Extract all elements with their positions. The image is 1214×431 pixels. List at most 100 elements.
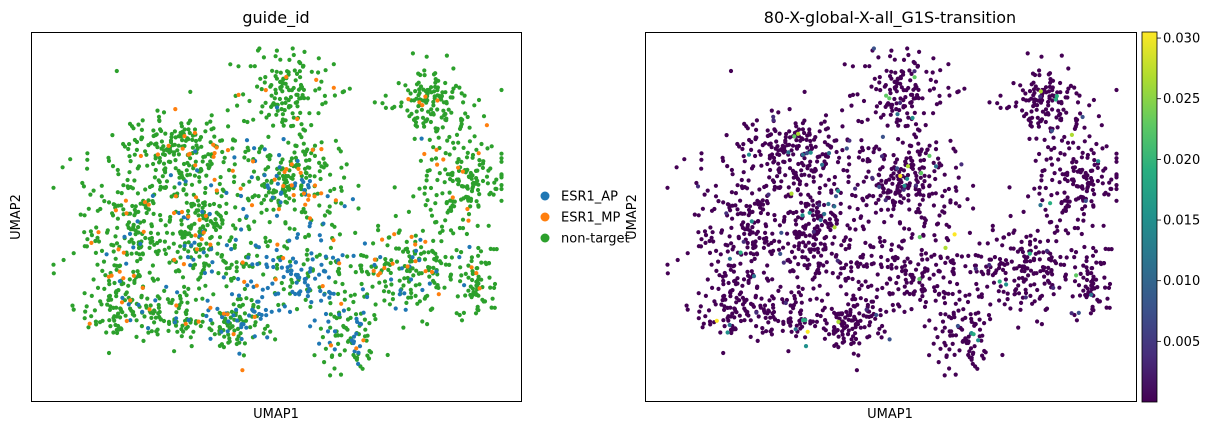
data-point bbox=[244, 138, 250, 143]
data-point bbox=[259, 110, 264, 115]
data-point bbox=[923, 123, 928, 128]
data-point bbox=[844, 262, 849, 267]
data-point bbox=[1026, 98, 1031, 103]
data-point bbox=[485, 146, 490, 151]
data-point bbox=[328, 325, 333, 330]
data-point bbox=[289, 268, 294, 273]
data-point bbox=[760, 198, 765, 203]
data-point bbox=[767, 298, 772, 303]
data-point bbox=[114, 267, 119, 272]
data-point bbox=[705, 188, 710, 193]
data-point bbox=[234, 318, 240, 323]
data-point bbox=[307, 269, 313, 274]
data-point bbox=[1086, 271, 1091, 276]
data-point bbox=[947, 93, 952, 98]
data-point bbox=[388, 270, 393, 276]
data-point bbox=[889, 69, 894, 74]
data-point bbox=[916, 87, 921, 92]
data-point bbox=[295, 232, 300, 237]
data-point bbox=[913, 183, 919, 188]
data-point bbox=[342, 297, 347, 302]
data-point bbox=[91, 188, 96, 193]
data-point bbox=[312, 183, 318, 188]
data-point bbox=[942, 301, 948, 306]
data-point bbox=[99, 183, 104, 188]
data-point bbox=[449, 110, 454, 115]
data-point bbox=[933, 298, 938, 303]
data-point bbox=[1000, 243, 1005, 248]
data-point bbox=[412, 136, 417, 141]
data-point bbox=[721, 294, 726, 299]
data-point bbox=[354, 331, 359, 336]
data-point bbox=[899, 69, 904, 74]
data-point bbox=[136, 164, 142, 169]
data-point bbox=[389, 258, 394, 263]
data-point bbox=[786, 349, 791, 354]
data-point bbox=[815, 229, 820, 234]
data-point bbox=[475, 307, 480, 312]
data-point bbox=[935, 284, 940, 289]
data-point bbox=[494, 186, 499, 192]
data-point bbox=[288, 284, 293, 289]
data-point bbox=[487, 275, 492, 280]
data-point bbox=[104, 252, 109, 257]
data-point bbox=[877, 235, 882, 240]
data-point bbox=[353, 270, 358, 275]
data-point bbox=[468, 198, 473, 203]
data-point bbox=[836, 188, 841, 193]
data-point bbox=[295, 104, 300, 109]
data-point bbox=[135, 219, 140, 224]
data-point bbox=[1050, 93, 1055, 98]
data-point bbox=[927, 88, 933, 93]
data-point bbox=[840, 148, 845, 153]
data-point bbox=[351, 340, 356, 346]
data-point bbox=[1074, 122, 1079, 127]
data-point bbox=[148, 310, 153, 315]
data-point bbox=[827, 217, 833, 222]
data-point bbox=[353, 312, 359, 317]
data-point bbox=[864, 262, 869, 267]
data-point bbox=[1032, 186, 1037, 191]
data-point bbox=[840, 124, 845, 129]
data-point bbox=[800, 137, 805, 142]
data-point bbox=[274, 173, 279, 178]
data-point bbox=[1001, 235, 1006, 240]
data-point bbox=[461, 196, 466, 201]
data-point bbox=[198, 135, 204, 140]
data-point bbox=[741, 170, 746, 175]
data-point bbox=[296, 166, 301, 171]
data-point bbox=[319, 140, 324, 145]
data-point bbox=[188, 89, 193, 94]
data-point bbox=[293, 143, 298, 148]
data-point bbox=[243, 261, 249, 266]
data-point bbox=[922, 304, 928, 309]
data-point bbox=[209, 183, 214, 188]
data-point bbox=[938, 100, 943, 105]
data-point bbox=[303, 297, 308, 302]
data-point bbox=[998, 284, 1003, 289]
data-point bbox=[778, 284, 783, 289]
data-point bbox=[252, 146, 257, 151]
data-point bbox=[420, 287, 425, 293]
data-point bbox=[307, 216, 313, 221]
data-point bbox=[289, 175, 294, 180]
data-point bbox=[132, 278, 137, 283]
data-point bbox=[362, 241, 367, 246]
data-point bbox=[811, 229, 816, 234]
data-point bbox=[216, 271, 221, 276]
data-point bbox=[803, 344, 809, 349]
data-point bbox=[919, 247, 924, 253]
data-point bbox=[459, 159, 464, 164]
data-point bbox=[1040, 109, 1045, 114]
data-point bbox=[441, 157, 446, 162]
data-point bbox=[155, 145, 160, 150]
data-point bbox=[979, 338, 984, 343]
data-point bbox=[386, 235, 391, 240]
data-point bbox=[836, 334, 841, 339]
data-point bbox=[138, 256, 143, 261]
data-point bbox=[306, 185, 311, 190]
data-point bbox=[354, 316, 359, 321]
data-point bbox=[70, 303, 75, 308]
data-point bbox=[212, 177, 217, 182]
data-point bbox=[883, 83, 888, 88]
